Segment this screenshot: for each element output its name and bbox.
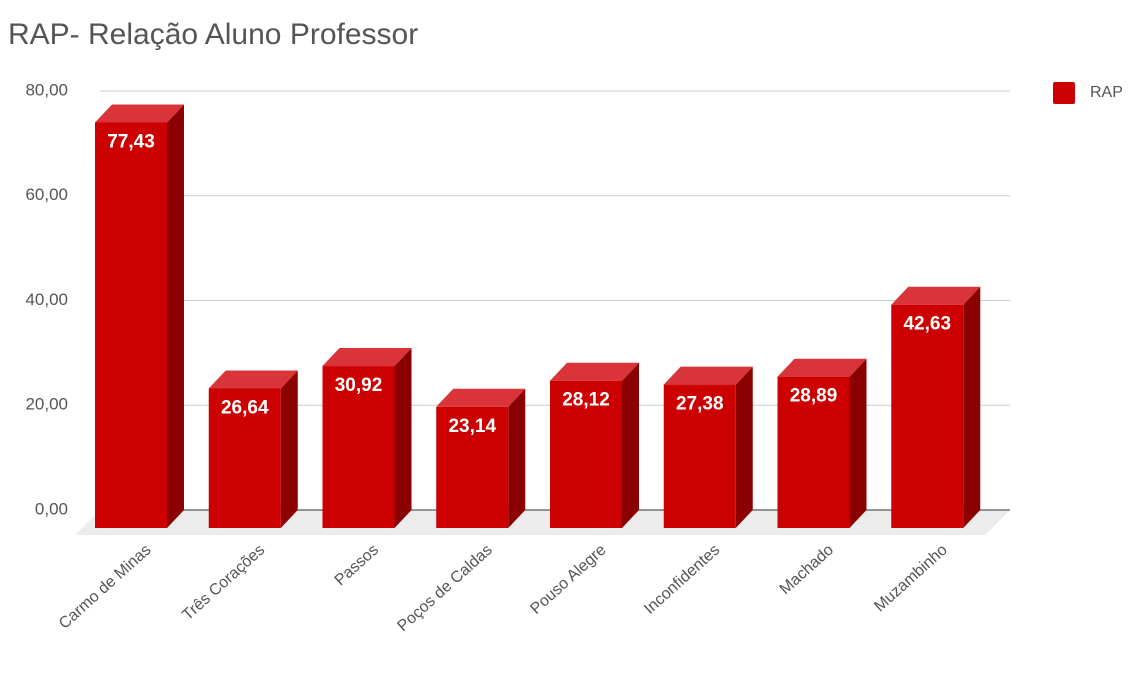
data-label: 23,14 (448, 416, 496, 437)
x-tick-label: Carmo de Minas (56, 541, 155, 632)
bar-top (550, 362, 639, 381)
bar-top (322, 348, 412, 367)
y-tick-label: 80,00 (25, 80, 68, 99)
x-tick-label: Pouso Alegre (527, 541, 609, 617)
y-tick-label: 0,00 (35, 499, 68, 518)
floor (75, 510, 1010, 535)
bar (663, 384, 736, 528)
data-label: 27,38 (676, 394, 724, 415)
bar (777, 376, 850, 528)
bar (436, 406, 509, 528)
data-label: 26,64 (221, 397, 269, 418)
bar-top (95, 104, 184, 123)
data-label: 42,63 (903, 314, 951, 335)
bar-top (777, 358, 867, 377)
bar (95, 122, 167, 528)
bar-side (167, 104, 184, 528)
bar (550, 380, 622, 528)
x-tick-label: Inconfidentes (641, 541, 723, 617)
bar-side (508, 388, 526, 528)
bar-side (735, 366, 753, 528)
data-label: 30,92 (335, 375, 383, 396)
x-tick-label: Machado (777, 541, 837, 598)
bar-top (436, 388, 526, 407)
bar (208, 388, 281, 528)
data-label: 28,12 (562, 390, 610, 411)
chart-title: RAP- Relação Aluno Professor (8, 18, 418, 51)
y-tick-label: 20,00 (25, 395, 68, 414)
bar-side (849, 358, 867, 528)
data-label: 28,89 (790, 386, 838, 407)
bar-top (208, 370, 298, 389)
x-tick-label: Poços de Caldas (394, 541, 495, 635)
x-tick-label: Passos (332, 541, 382, 589)
legend-label: RAP (1090, 84, 1123, 101)
bar-side (280, 370, 298, 528)
y-tick-label: 40,00 (25, 290, 68, 309)
x-tick-label: Três Corações (179, 541, 268, 623)
bar-side (622, 362, 639, 528)
data-label: 77,43 (107, 131, 155, 152)
bar-side (394, 348, 412, 528)
x-tick-label: Muzambinho (871, 541, 951, 615)
bar-top (891, 286, 981, 305)
bar-side (963, 286, 981, 528)
y-tick-label: 60,00 (25, 185, 68, 204)
bar-top (663, 366, 753, 385)
bar (891, 304, 964, 528)
legend-swatch (1053, 82, 1075, 104)
bar (322, 366, 395, 528)
